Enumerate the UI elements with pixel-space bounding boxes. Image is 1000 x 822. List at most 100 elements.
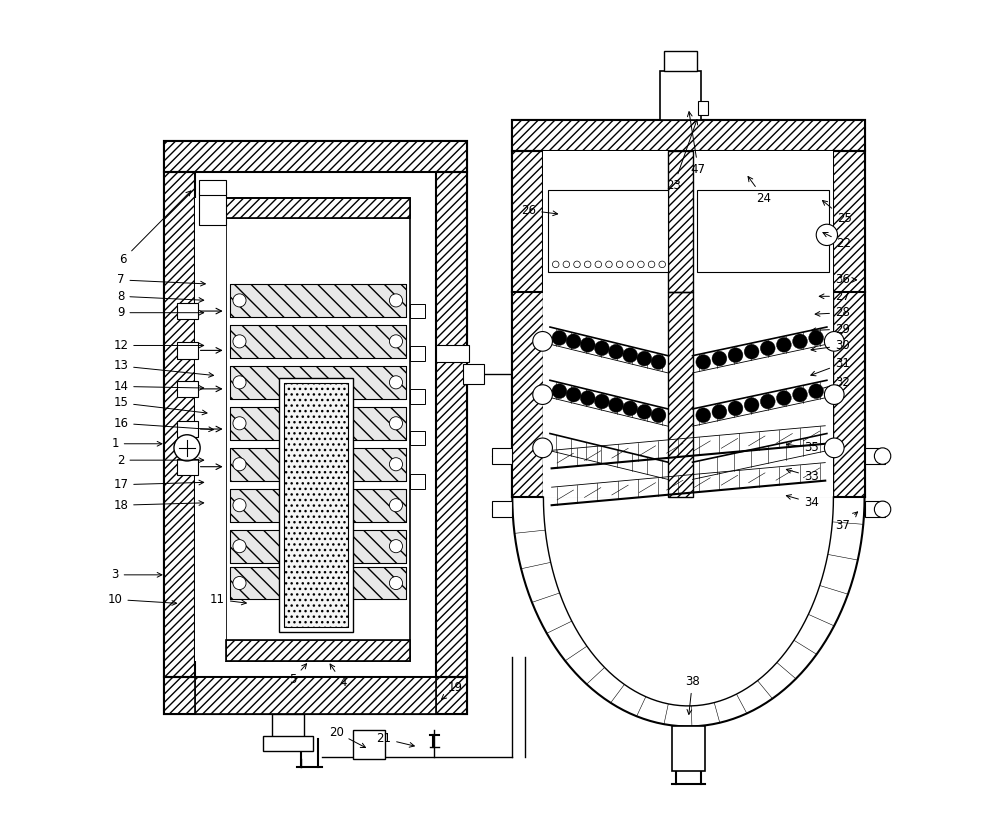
Bar xyxy=(164,677,467,714)
Text: 29: 29 xyxy=(811,322,850,335)
Circle shape xyxy=(638,261,644,268)
Bar xyxy=(230,448,406,481)
Circle shape xyxy=(651,408,666,423)
Bar xyxy=(512,120,865,151)
Text: 27: 27 xyxy=(819,290,850,302)
Text: 25: 25 xyxy=(822,201,852,225)
Bar xyxy=(226,640,410,661)
Text: 23: 23 xyxy=(666,120,698,192)
Bar xyxy=(230,366,406,399)
Text: 13: 13 xyxy=(113,359,214,377)
Text: 15: 15 xyxy=(113,396,207,415)
Circle shape xyxy=(824,438,844,458)
Bar xyxy=(664,50,697,71)
Text: 38: 38 xyxy=(685,675,700,714)
Circle shape xyxy=(389,376,403,389)
Circle shape xyxy=(389,417,403,430)
Polygon shape xyxy=(543,497,833,706)
Bar xyxy=(230,530,406,562)
Bar xyxy=(230,566,406,599)
Circle shape xyxy=(233,539,246,552)
Bar xyxy=(177,342,198,358)
Circle shape xyxy=(533,331,552,351)
Text: 26: 26 xyxy=(521,204,558,217)
Circle shape xyxy=(533,438,552,458)
Circle shape xyxy=(552,261,559,268)
Bar xyxy=(512,292,543,497)
Circle shape xyxy=(552,330,567,345)
Circle shape xyxy=(712,351,727,366)
Bar xyxy=(226,640,410,661)
Text: 36: 36 xyxy=(835,274,857,286)
Circle shape xyxy=(874,501,891,518)
Circle shape xyxy=(389,576,403,589)
Circle shape xyxy=(389,539,403,552)
Bar xyxy=(436,172,467,677)
Bar xyxy=(436,172,467,677)
Bar xyxy=(230,566,406,599)
Bar xyxy=(284,382,348,627)
Bar xyxy=(230,448,406,481)
Bar xyxy=(668,151,693,292)
Circle shape xyxy=(174,435,200,461)
Circle shape xyxy=(623,348,638,363)
Bar xyxy=(226,198,410,219)
Bar xyxy=(543,151,833,292)
Bar xyxy=(230,489,406,522)
Bar xyxy=(230,407,406,440)
Circle shape xyxy=(637,404,652,419)
Bar xyxy=(548,190,668,272)
Circle shape xyxy=(566,334,581,349)
Bar xyxy=(833,151,865,292)
Bar xyxy=(668,292,693,497)
Circle shape xyxy=(816,224,838,246)
Text: 6: 6 xyxy=(119,191,191,266)
Text: 11: 11 xyxy=(210,593,246,606)
Circle shape xyxy=(606,261,612,268)
Text: 12: 12 xyxy=(113,339,204,352)
Circle shape xyxy=(609,398,623,413)
Text: 2: 2 xyxy=(117,454,204,467)
Circle shape xyxy=(233,458,246,471)
Bar xyxy=(353,731,385,760)
Bar xyxy=(512,120,865,292)
Bar xyxy=(492,501,512,518)
Circle shape xyxy=(552,384,567,399)
Circle shape xyxy=(793,387,807,402)
Circle shape xyxy=(744,398,759,413)
Bar xyxy=(833,292,865,497)
Bar xyxy=(177,421,198,437)
Text: 4: 4 xyxy=(330,664,346,690)
Circle shape xyxy=(712,404,727,419)
Circle shape xyxy=(563,261,570,268)
Bar xyxy=(668,292,693,497)
Circle shape xyxy=(580,390,595,405)
Bar xyxy=(226,198,410,219)
Bar xyxy=(195,677,436,714)
Circle shape xyxy=(696,354,711,369)
Circle shape xyxy=(533,385,552,404)
Bar xyxy=(279,377,353,632)
Bar xyxy=(463,364,484,384)
Bar xyxy=(177,459,198,475)
Bar xyxy=(512,120,865,151)
Bar xyxy=(410,474,425,489)
Circle shape xyxy=(233,293,246,307)
Bar xyxy=(164,141,467,714)
Circle shape xyxy=(584,261,591,268)
Circle shape xyxy=(659,261,665,268)
Bar xyxy=(226,198,410,661)
Bar xyxy=(512,151,543,292)
Circle shape xyxy=(389,293,403,307)
Text: 30: 30 xyxy=(811,339,850,352)
Circle shape xyxy=(760,341,775,356)
Text: 24: 24 xyxy=(748,177,771,205)
Bar xyxy=(195,677,436,714)
Circle shape xyxy=(233,417,246,430)
Bar xyxy=(177,302,198,319)
Circle shape xyxy=(566,387,581,402)
Bar xyxy=(410,389,425,404)
Text: 9: 9 xyxy=(117,306,204,319)
Text: 14: 14 xyxy=(113,380,204,393)
Text: 19: 19 xyxy=(442,681,462,700)
